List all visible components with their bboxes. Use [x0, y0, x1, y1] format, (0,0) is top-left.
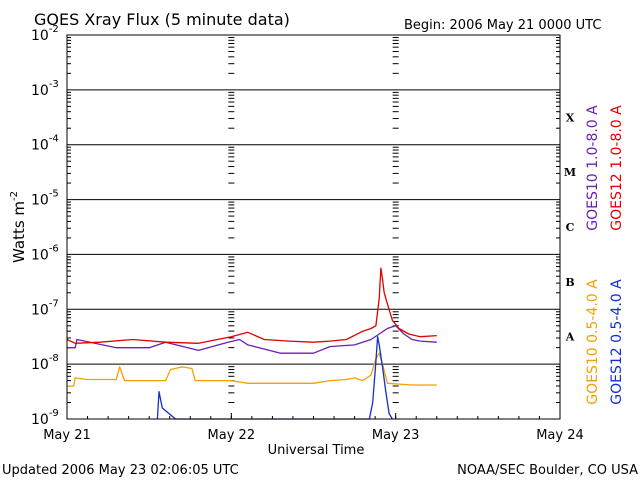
- y-axis-label-exponent: -2: [9, 191, 20, 201]
- y-tick-label: 10-7: [31, 298, 59, 318]
- begin-label: Begin: 2006 May 21 0000 UTC: [404, 18, 601, 33]
- x-tick-label: May 24: [536, 428, 584, 443]
- x-axis-tick-labels: May 21 May 22 May 23 May 24: [43, 428, 584, 443]
- x-axis-label: Universal Time: [268, 443, 365, 458]
- source-label: NOAA/SEC Boulder, CO USA: [457, 463, 638, 478]
- series-lines: [66, 267, 437, 420]
- flare-class-M: M: [564, 166, 576, 179]
- x-tick-label: May 22: [208, 428, 256, 443]
- x-minor-ticks: [66, 37, 561, 419]
- legend: GOES10 1.0-8.0 A GOES12 1.0-8.0 A GOES10 0…: [585, 105, 625, 405]
- series-line-2: [67, 352, 437, 387]
- y-tick-label: 10-8: [31, 353, 59, 373]
- flare-class-C: C: [566, 221, 575, 234]
- legend-entry: GOES10 0.5-4.0 A: [585, 279, 601, 405]
- flare-class-labels: A B C M X: [564, 111, 576, 343]
- y-tick-label: 10-3: [31, 79, 59, 99]
- y-tick-label: 10-9: [31, 408, 59, 428]
- x-tick-label: May 23: [372, 428, 420, 443]
- flare-class-A: A: [565, 331, 575, 344]
- y-axis-label: Watts m-2: [9, 191, 28, 263]
- svg-text:Watts m-2: Watts m-2: [9, 191, 28, 263]
- legend-entry: GOES12 0.5-4.0 A: [609, 279, 625, 405]
- series-line-1: [66, 267, 437, 344]
- y-axis-tick-labels: 10-9 10-8 10-7 10-6 10-5 10-4 10-3 10-2: [31, 24, 59, 428]
- flare-class-B: B: [565, 276, 574, 289]
- y-axis-label-text: Watts m: [10, 201, 28, 263]
- plot-grid: [67, 89, 560, 365]
- y-tick-label: 10-2: [31, 24, 59, 44]
- chart-title: GOES Xray Flux (5 minute data): [34, 10, 290, 29]
- legend-entry: GOES10 1.0-8.0 A: [585, 105, 601, 231]
- x-tick-label: May 21: [43, 428, 91, 443]
- plot-frame: [66, 34, 561, 420]
- series-line-3: [156, 336, 393, 420]
- updated-label: Updated 2006 May 23 02:06:05 UTC: [2, 463, 239, 478]
- flare-class-X: X: [566, 111, 575, 124]
- y-tick-label: 10-5: [31, 189, 59, 209]
- y-tick-label: 10-4: [31, 134, 59, 154]
- legend-entry: GOES12 1.0-8.0 A: [609, 105, 625, 231]
- series-line-0: [67, 325, 437, 354]
- y-tick-label: 10-6: [31, 243, 59, 263]
